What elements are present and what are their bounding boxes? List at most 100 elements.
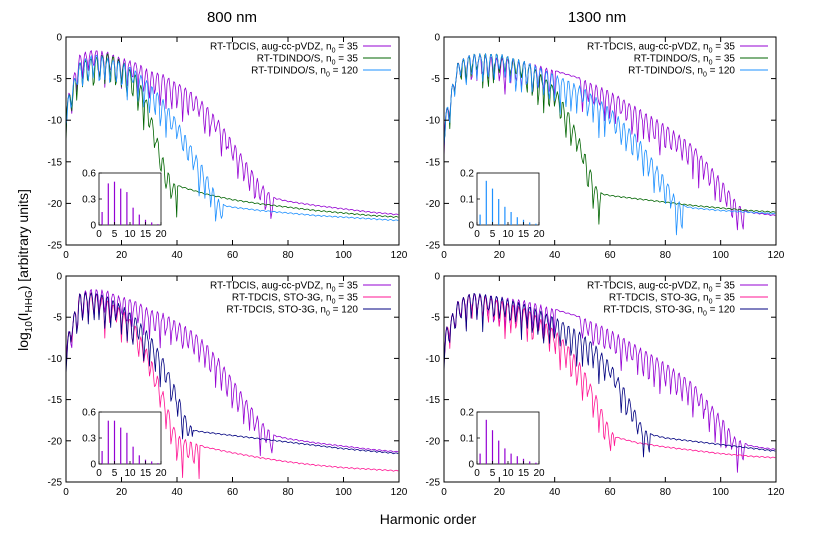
x-tick-label: 60	[604, 487, 616, 498]
legend-entry-1: RT-TDCIS, STO-3G, n0 = 35	[609, 293, 736, 306]
series-group	[444, 293, 776, 473]
y-axis-label-mid: (I	[15, 313, 31, 322]
x-tick-label: 20	[494, 487, 506, 498]
legend-name: RT-TDCIS, aug-cc-pVDZ, n	[587, 281, 709, 292]
legend-entry-0: RT-TDCIS, aug-cc-pVDZ, n0 = 35	[210, 42, 358, 55]
legend: RT-TDCIS, aug-cc-pVDZ, n0 = 35RT-TDINDO/…	[210, 42, 391, 79]
inset-frame	[98, 411, 162, 465]
x-tick-label: 40	[549, 487, 561, 498]
legend-tail: = 35	[712, 42, 735, 53]
series-line-2	[66, 292, 399, 455]
legend-name: RT-TDINDO/S, n	[251, 66, 326, 77]
legend-entry-2: RT-TDCIS, STO-3G, n0 = 120	[603, 305, 735, 318]
inset-y-tick-label: 0.1	[460, 434, 474, 445]
legend-tail: = 35	[335, 54, 358, 65]
x-tick-label: 60	[604, 250, 616, 261]
x-tick-label: 80	[282, 250, 294, 261]
y-tick-label: -15	[48, 395, 63, 406]
inset-x-tick-label: 0	[96, 229, 102, 240]
legend-sub: 0	[709, 287, 713, 294]
inset-x-tick-label: 5	[112, 468, 118, 479]
y-tick-label: -25	[426, 241, 441, 252]
legend-name: RT-TDCIS, STO-3G, n	[603, 305, 703, 316]
y-tick-label: -5	[431, 74, 440, 85]
legend-name: RT-TDINDO/S, n	[634, 54, 709, 65]
x-tick-label: 20	[116, 487, 128, 498]
series-line-2	[66, 54, 399, 222]
y-tick-label: -25	[426, 478, 441, 489]
x-tick-label: 100	[712, 250, 729, 261]
y-axis-label-suffix: ) [arbitrary units]	[15, 189, 31, 290]
legend-tail: = 35	[712, 293, 735, 304]
legend-tail: = 35	[712, 54, 735, 65]
x-tick-label: 20	[116, 250, 128, 261]
x-tick-label: 120	[768, 250, 785, 261]
legend-entry-1: RT-TDINDO/S, n0 = 35	[257, 54, 359, 67]
legend-tail: = 120	[707, 305, 736, 316]
x-tick-label: 100	[335, 250, 352, 261]
series-line-1	[444, 293, 776, 459]
y-tick-label: -15	[426, 157, 441, 168]
legend-entry-2: RT-TDCIS, STO-3G, n0 = 120	[226, 305, 358, 318]
y-tick-label: -15	[48, 157, 63, 168]
inset-y-tick-label: 0.2	[460, 169, 474, 180]
x-tick-label: 100	[335, 487, 352, 498]
inset-x-tick-label: 15	[518, 468, 530, 479]
inset-frame	[476, 172, 540, 226]
y-tick-label: -5	[53, 74, 62, 85]
x-tick-label: 100	[712, 487, 729, 498]
legend-name: RT-TDCIS, STO-3G, n	[226, 305, 326, 316]
x-tick-label: 40	[171, 487, 183, 498]
y-tick-label: -20	[426, 199, 441, 210]
inset-x-tick-label: 0	[474, 468, 480, 479]
x-tick-label: 0	[63, 487, 69, 498]
legend-tail: = 120	[330, 66, 359, 77]
legend-sub: 0	[709, 60, 713, 67]
legend-sub: 0	[326, 311, 330, 318]
legend-sub: 0	[332, 60, 336, 67]
inset-x-tick-label: 5	[490, 468, 496, 479]
inset-x-tick-label: 15	[518, 229, 530, 240]
y-tick-label: -10	[48, 116, 63, 127]
x-tick-label: 60	[227, 487, 239, 498]
legend-sub: 0	[332, 48, 336, 55]
inset-x-tick-label: 10	[502, 229, 514, 240]
legend: RT-TDCIS, aug-cc-pVDZ, n0 = 35RT-TDCIS, …	[210, 281, 391, 318]
legend-tail: = 35	[712, 281, 735, 292]
y-tick-label: -20	[426, 436, 441, 447]
legend: RT-TDCIS, aug-cc-pVDZ, n0 = 35RT-TDINDO/…	[587, 42, 768, 79]
series-line-0	[444, 54, 776, 231]
y-tick-label: 0	[434, 33, 440, 44]
legend-sub: 0	[703, 72, 707, 79]
y-tick-label: 0	[56, 33, 62, 44]
series-group	[444, 53, 776, 236]
series-line-0	[66, 289, 399, 457]
legend-entry-0: RT-TDCIS, aug-cc-pVDZ, n0 = 35	[210, 281, 358, 294]
x-tick-label: 0	[63, 250, 69, 261]
legend-name: RT-TDCIS, STO-3G, n	[232, 293, 332, 304]
legend-entry-0: RT-TDCIS, aug-cc-pVDZ, n0 = 35	[587, 42, 735, 55]
legend-name: RT-TDCIS, aug-cc-pVDZ, n	[210, 281, 332, 292]
panel-bottom-right: 0 20 40 60 80 100 1200-5-10-15-20-25RT-TDCIS, …	[426, 272, 785, 499]
legend-name: RT-TDINDO/S, n	[628, 66, 703, 77]
y-axis-label-sub2: HHG	[24, 290, 35, 312]
inset-x-tick-label: 20	[533, 229, 545, 240]
series-group	[66, 50, 399, 222]
inset-x-tick-label: 20	[155, 229, 167, 240]
series-line-1	[66, 53, 399, 218]
legend-name: RT-TDCIS, aug-cc-pVDZ, n	[587, 42, 709, 53]
inset-y-tick-label: 0.1	[460, 195, 474, 206]
inset-x-tick-label: 10	[502, 468, 514, 479]
inset-x-tick-label: 5	[112, 229, 118, 240]
legend-sub: 0	[326, 72, 330, 79]
inset-x-tick-label: 20	[533, 468, 545, 479]
inset-y-tick-label: 0	[90, 460, 96, 471]
x-tick-label: 0	[441, 250, 447, 261]
y-tick-label: -10	[426, 354, 441, 365]
x-tick-label: 60	[227, 250, 239, 261]
panel-bottom-left: 0 20 40 60 80 100 1200-5-10-15-20-25RT-TDCIS, …	[48, 272, 408, 499]
